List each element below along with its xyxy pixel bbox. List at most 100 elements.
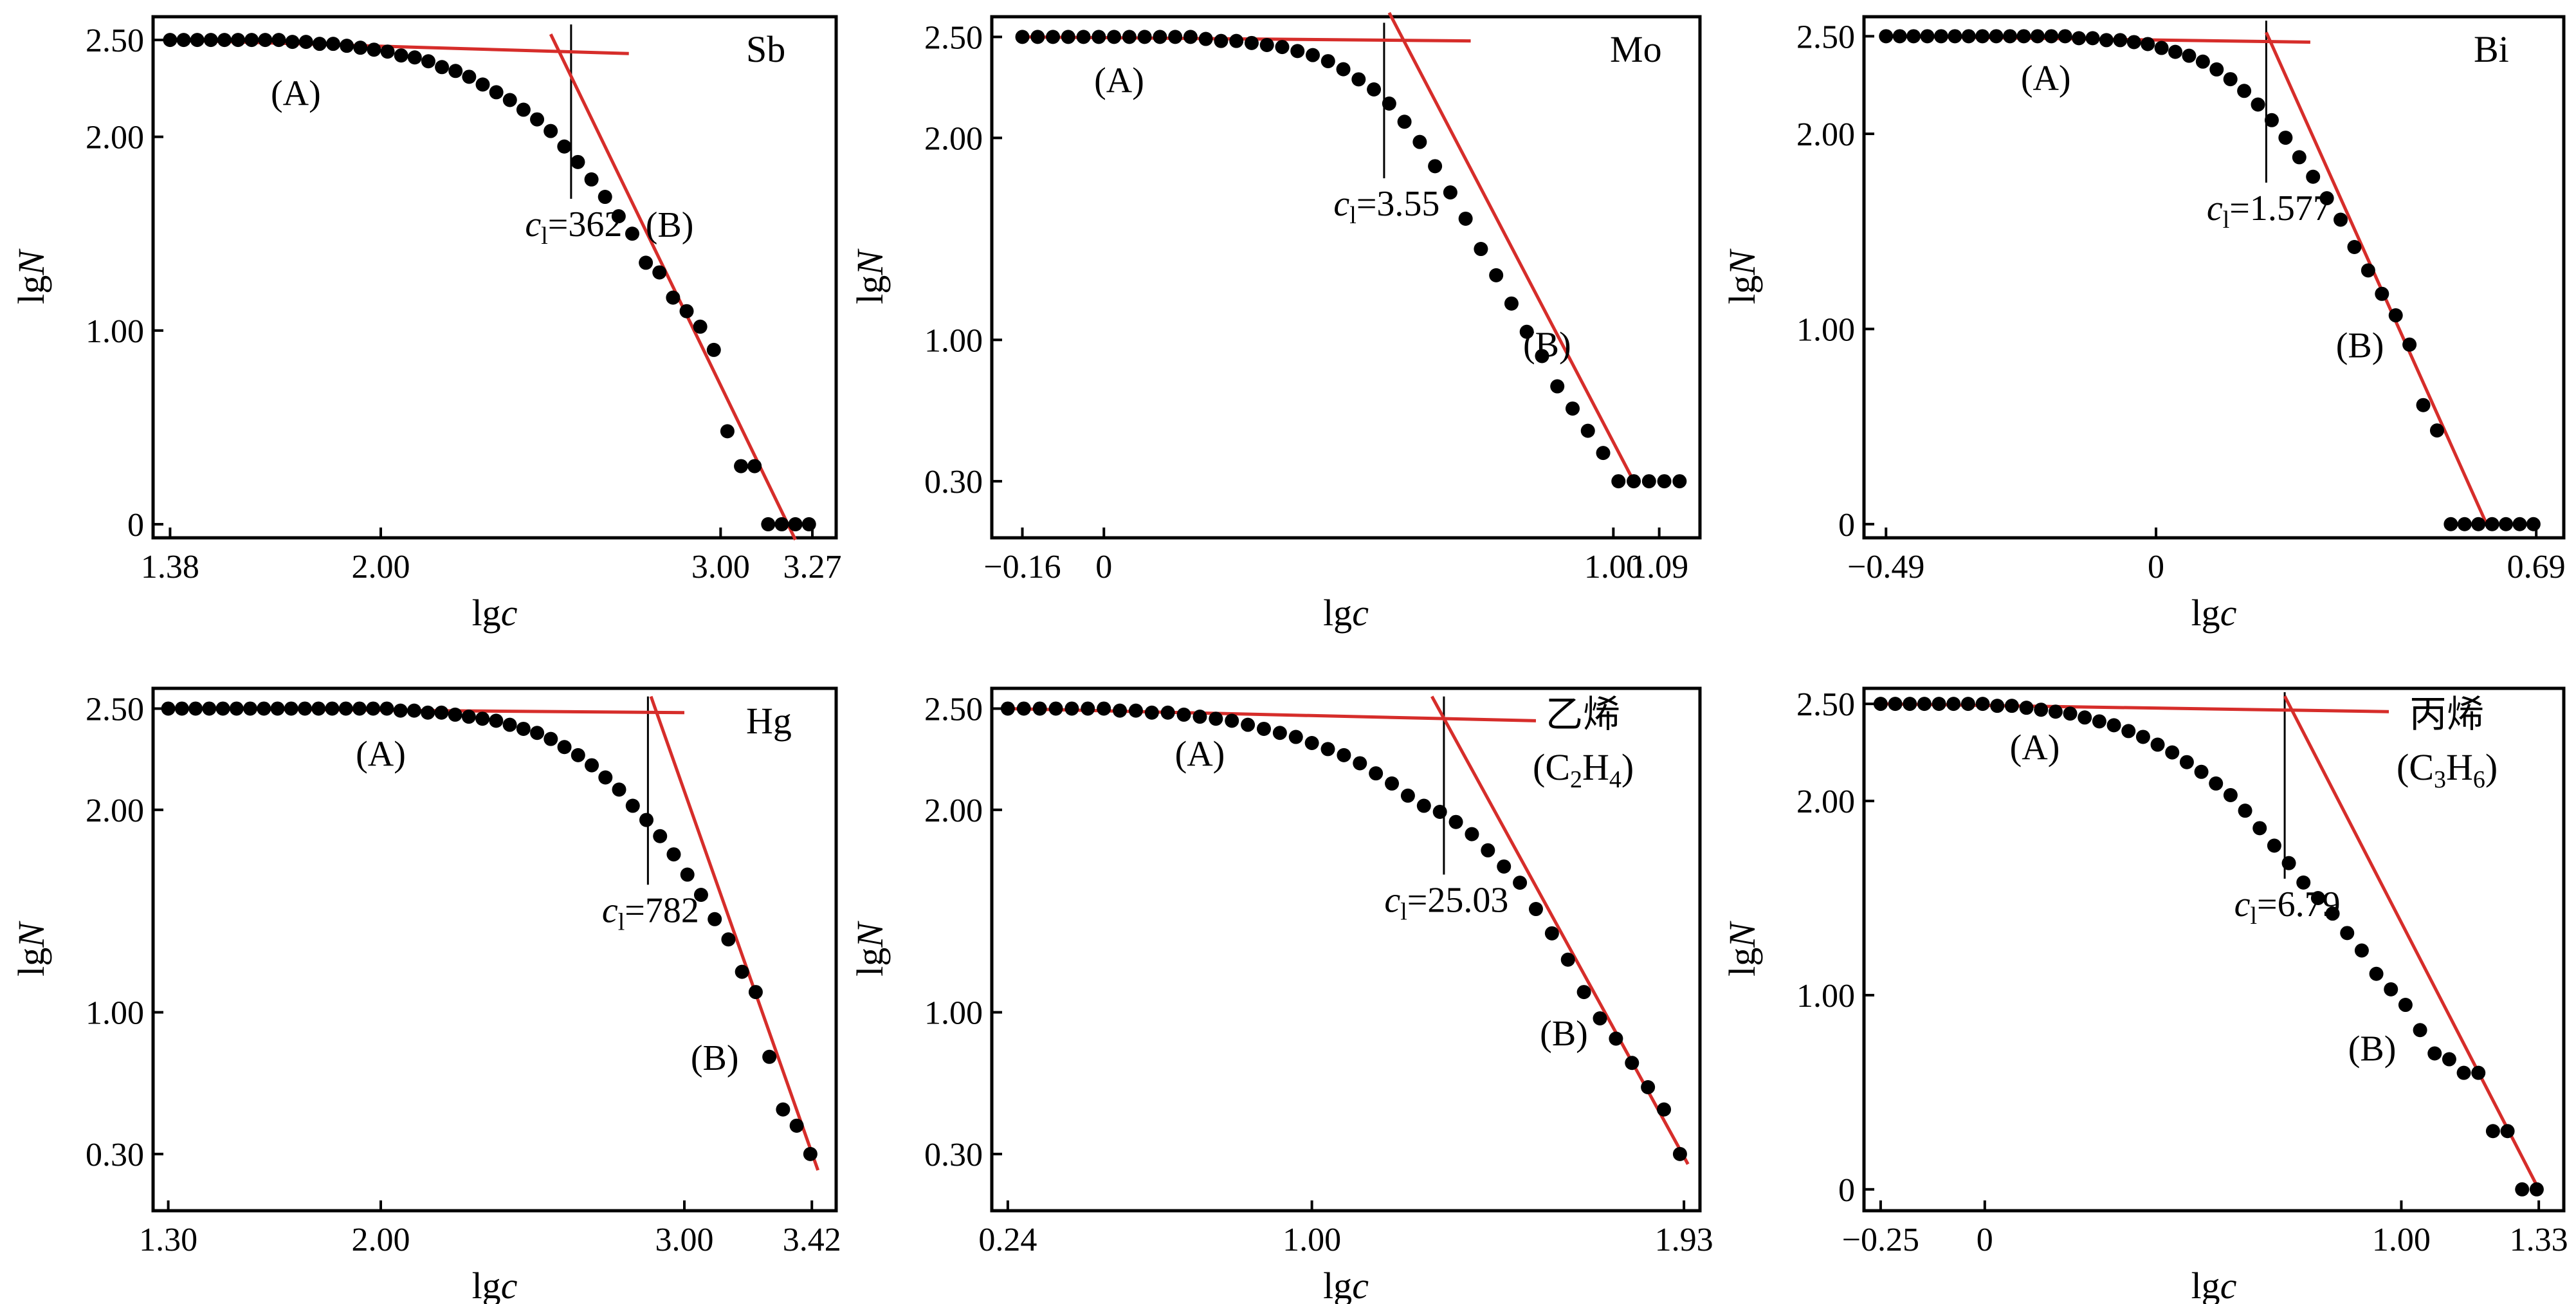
data-point <box>1113 703 1128 718</box>
x-axis-title-var: c <box>1352 1265 1369 1304</box>
segment-label-b: (B) <box>1540 1014 1588 1054</box>
data-point <box>1351 72 1366 87</box>
data-point <box>720 424 735 439</box>
data-point <box>1183 30 1198 44</box>
data-point <box>2402 337 2417 352</box>
data-point <box>1353 756 1367 771</box>
data-point <box>1198 32 1213 46</box>
data-point <box>2058 29 2072 44</box>
x-tick-label: 3.42 <box>783 1222 841 1258</box>
data-point <box>2004 699 2019 713</box>
data-point <box>1917 697 1932 712</box>
data-point <box>1225 713 1239 728</box>
x-axis-title-var: c <box>1352 592 1369 634</box>
data-point <box>1609 1031 1623 1046</box>
x-tick-label: 3.00 <box>655 1222 714 1258</box>
data-point <box>2251 97 2265 112</box>
data-point <box>1306 48 1320 62</box>
data-point <box>340 39 354 53</box>
data-point <box>639 813 653 827</box>
data-point <box>516 721 531 736</box>
data-point <box>2334 212 2348 227</box>
data-point <box>1320 742 1335 757</box>
x-tick-label: 1.93 <box>1655 1222 1713 1258</box>
x-tick-label: 0.69 <box>2507 549 2566 585</box>
data-point <box>1367 82 1382 97</box>
panel-formula: (C2H4) <box>1533 746 1634 793</box>
segment-label-a: (A) <box>356 735 406 775</box>
data-point <box>2499 517 2514 531</box>
data-point <box>312 37 327 51</box>
data-point <box>421 705 435 720</box>
data-point <box>2306 169 2321 184</box>
data-point <box>2044 29 2059 44</box>
data-point <box>2427 1046 2442 1061</box>
data-point <box>2072 31 2087 46</box>
data-point <box>706 342 721 357</box>
data-point <box>2165 745 2180 760</box>
breakpoint-label-sub: l <box>541 223 548 250</box>
data-point <box>325 701 340 716</box>
formula-part: (C <box>2397 746 2434 788</box>
data-point <box>2168 44 2183 59</box>
data-point <box>598 190 612 205</box>
data-point <box>407 50 422 65</box>
data-point <box>1946 697 1961 712</box>
y-tick-label: 0 <box>127 507 144 544</box>
data-point <box>1560 952 1575 967</box>
data-point <box>2121 724 2136 739</box>
data-point <box>1288 730 1303 744</box>
data-point <box>801 517 816 531</box>
data-point <box>1061 30 1075 44</box>
data-point <box>2034 703 2049 717</box>
data-point <box>789 1118 804 1133</box>
y-axis-title-main: lg <box>10 275 52 304</box>
data-point <box>311 701 326 716</box>
data-point <box>502 93 517 107</box>
data-point <box>584 172 599 187</box>
y-tick-label: 1.00 <box>924 322 983 359</box>
x-axis-title-var: c <box>2220 592 2237 634</box>
data-point <box>762 1049 777 1064</box>
x-tick-label: 3.27 <box>783 549 842 585</box>
data-point <box>708 912 722 926</box>
data-point <box>2485 517 2499 531</box>
y-tick-label: 0.30 <box>86 1137 144 1173</box>
x-axis-title: lgc <box>2191 1265 2237 1304</box>
x-axis-title: lgc <box>2191 592 2237 634</box>
data-point <box>2384 982 2398 996</box>
y-tick-label: 2.00 <box>924 793 983 829</box>
data-point <box>2471 517 2486 531</box>
fit-line-b <box>649 695 820 1171</box>
data-point <box>2340 926 2355 941</box>
data-point <box>1256 721 1271 736</box>
y-axis-title-var: N <box>1721 248 1763 276</box>
data-point <box>1948 29 1962 44</box>
data-point <box>163 33 178 48</box>
panel-title: Bi <box>2474 28 2509 70</box>
data-point <box>231 33 246 48</box>
data-point <box>1873 697 1888 712</box>
data-point <box>2442 1052 2456 1067</box>
data-point <box>1465 827 1479 841</box>
data-point <box>1153 30 1167 44</box>
breakpoint-label-sub: l <box>618 908 625 935</box>
data-point <box>217 33 232 48</box>
data-point <box>2416 398 2431 412</box>
data-point <box>2113 33 2128 48</box>
data-point <box>1000 701 1015 716</box>
data-point <box>1122 30 1137 44</box>
data-point <box>1320 54 1335 69</box>
data-point <box>2526 517 2541 531</box>
data-point <box>394 48 408 63</box>
x-tick-label: 1.09 <box>1630 549 1688 585</box>
data-point <box>2388 308 2403 323</box>
breakpoint-label-var: c <box>1333 184 1349 224</box>
data-point <box>2252 821 2267 836</box>
data-point <box>544 124 558 138</box>
breakpoint-label-sub: l <box>2250 903 2257 930</box>
breakpoint-label: cl=25.03 <box>1384 881 1508 926</box>
y-axis-title-main: lg <box>849 275 891 304</box>
data-point <box>2135 730 2150 744</box>
data-point <box>2264 113 2279 127</box>
